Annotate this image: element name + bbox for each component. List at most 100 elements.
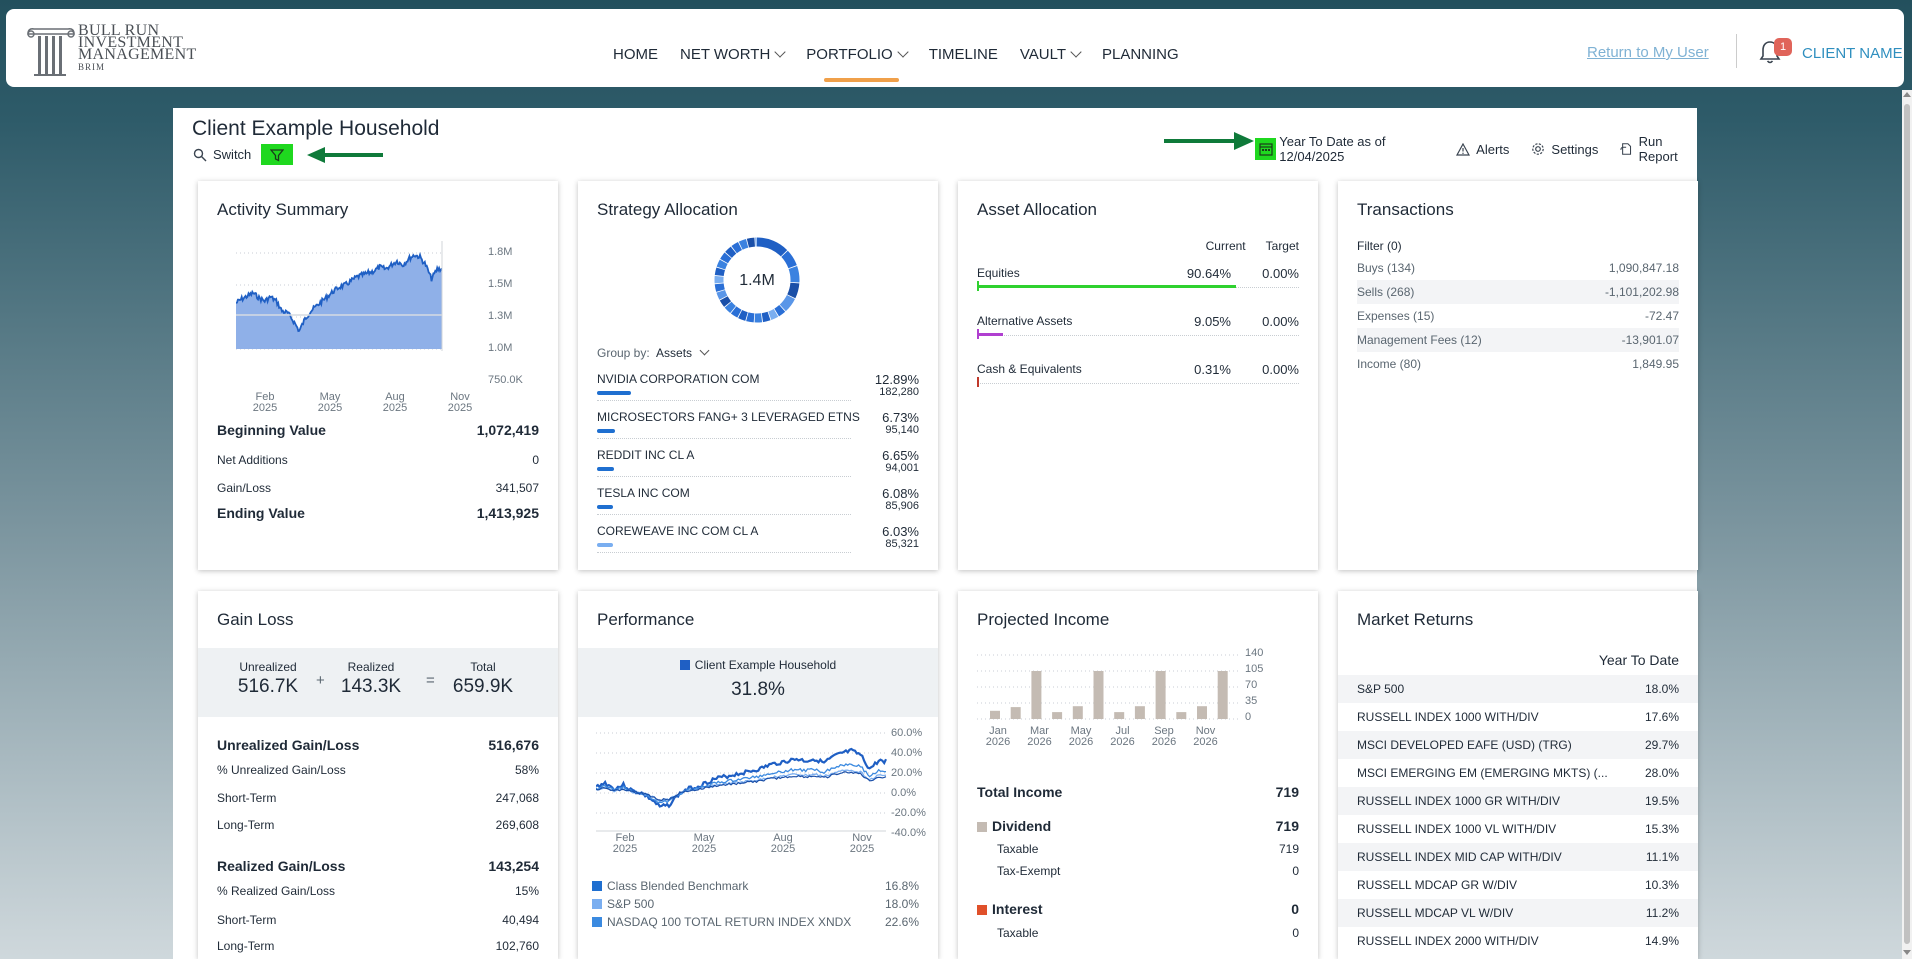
row-value: 0: [1292, 926, 1299, 940]
row-label: Net Additions: [217, 453, 288, 467]
x-tick-year: 2026: [1068, 736, 1094, 748]
strategy-allocation-card: Strategy Allocation 1.4M Group by: Asset…: [578, 181, 938, 570]
income-bar[interactable]: [1010, 707, 1021, 719]
group-by-value: Assets: [656, 346, 693, 360]
nav-net-worth[interactable]: NET WORTH: [680, 46, 786, 63]
donut-slice[interactable]: [714, 237, 800, 323]
scroll-thumb[interactable]: [1904, 104, 1910, 944]
donut-slice[interactable]: [714, 237, 800, 323]
switch-button[interactable]: Switch: [193, 147, 251, 162]
page-scrollbar[interactable]: [1902, 90, 1912, 959]
strategy-dots: [597, 476, 851, 477]
benchmark-series-line: [596, 771, 887, 802]
dividend-taxable-row: Taxable 719: [997, 842, 1299, 856]
income-bar[interactable]: [1155, 671, 1166, 719]
gain-loss-row: Long-Term 102,760: [217, 939, 539, 953]
activity-area-series: [236, 254, 442, 349]
date-range-label[interactable]: Year To Date as of 12/04/2025: [1279, 134, 1386, 164]
x-tick-year: 2025: [252, 402, 278, 414]
filter-button[interactable]: [261, 144, 293, 165]
scroll-down-icon[interactable]: [1903, 950, 1911, 955]
x-tick-month: Jul: [1115, 725, 1130, 737]
group-by-control[interactable]: Group by: Assets: [597, 345, 710, 360]
activity-summary-card: Activity Summary 1.8M 1.5M 1.3M 1.0M 750.0K …: [198, 181, 558, 570]
strategy-row[interactable]: MICROSECTORS FANG+ 3 LEVERAGED ETNS 6.73%…: [597, 410, 919, 448]
asset-row[interactable]: Equities 90.64% 0.00%: [977, 266, 1299, 296]
legend-item[interactable]: S&P 500 18.0%: [592, 897, 919, 911]
strategy-row[interactable]: REDDIT INC CL A 6.65% 94,001: [597, 448, 919, 486]
market-return-row[interactable]: MSCI DEVELOPED EAFE (USD) (TRG) 29.7%: [1338, 731, 1698, 759]
legend-name: Class Blended Benchmark: [607, 879, 749, 893]
run-report-button[interactable]: Run Report: [1620, 134, 1697, 164]
income-bar[interactable]: [990, 710, 1000, 719]
gain-loss-row: % Realized Gain/Loss 15%: [217, 884, 539, 898]
strategy-row[interactable]: COREWEAVE INC COM CL A 6.03% 85,321: [597, 524, 919, 562]
nav-timeline[interactable]: TIMELINE: [929, 46, 998, 63]
transaction-value: -13,901.07: [1621, 333, 1679, 347]
nav-portfolio[interactable]: PORTFOLIO: [806, 46, 909, 82]
client-name-menu[interactable]: CLIENT NAME: [1802, 45, 1903, 62]
y-tick-label: 105: [1245, 663, 1264, 675]
market-return-row[interactable]: RUSSELL INDEX 1000 GR WITH/DIV 19.5%: [1338, 787, 1698, 815]
legend-swatch: [592, 881, 602, 891]
chevron-down-icon: [774, 46, 786, 58]
market-return-row[interactable]: RUSSELL MDCAP GR W/DIV 10.3%: [1338, 871, 1698, 899]
y-tick-label: 70: [1245, 679, 1258, 691]
asset-current: 0.31%: [1194, 362, 1231, 377]
legend-item[interactable]: NASDAQ 100 TOTAL RETURN INDEX XNDX 22.6%: [592, 915, 919, 929]
market-return-row[interactable]: S&P 500 18.0%: [1338, 675, 1698, 703]
card-title: Transactions: [1357, 200, 1454, 219]
income-bar[interactable]: [1031, 671, 1042, 719]
index-name: RUSSELL INDEX 1000 WITH/DIV: [1357, 710, 1539, 724]
income-bar[interactable]: [1134, 706, 1145, 719]
transaction-row[interactable]: Income (80) 1,849.95: [1357, 352, 1679, 376]
dividend-tax-exempt-row: Tax-Exempt 0: [997, 864, 1299, 878]
summary-value: 516.7K: [237, 676, 299, 697]
legend-swatch: [592, 917, 602, 927]
transaction-row[interactable]: Sells (268) -1,101,202.98: [1357, 280, 1679, 304]
market-return-row[interactable]: RUSSELL INDEX MID CAP WITH/DIV 11.1%: [1338, 843, 1698, 871]
transaction-row[interactable]: Buys (134) 1,090,847.18: [1357, 256, 1679, 280]
market-return-row[interactable]: RUSSELL INDEX 2000 WITH/DIV 14.9%: [1338, 927, 1698, 955]
x-tick-month: Feb: [255, 391, 275, 403]
strategy-row[interactable]: NVIDIA CORPORATION COM 12.89% 182,280: [597, 372, 919, 410]
market-return-row[interactable]: RUSSELL INDEX 1000 VL WITH/DIV 15.3%: [1338, 815, 1698, 843]
transaction-value: 1,090,847.18: [1608, 261, 1679, 275]
brim-logo[interactable]: BULL RUN INVESTMENT MANAGEMENT BRIM: [24, 23, 214, 80]
nav-vault[interactable]: VAULT: [1020, 46, 1082, 63]
asset-row[interactable]: Cash & Equivalents 0.31% 0.00%: [977, 362, 1299, 392]
income-bar[interactable]: [1114, 712, 1125, 719]
return-to-my-user-link[interactable]: Return to My User: [1587, 44, 1709, 61]
header-divider: [1736, 34, 1737, 68]
nav-home[interactable]: HOME: [613, 46, 658, 63]
date-range-button[interactable]: [1255, 138, 1277, 160]
income-bar[interactable]: [1052, 712, 1063, 719]
nav-planning[interactable]: PLANNING: [1102, 46, 1179, 63]
asset-row[interactable]: Alternative Assets 9.05% 0.00%: [977, 314, 1299, 344]
transaction-label: Management Fees (12): [1357, 333, 1482, 347]
settings-button[interactable]: Settings: [1531, 142, 1598, 157]
donut-slice[interactable]: [714, 237, 800, 323]
donut-slice[interactable]: [714, 237, 800, 323]
market-return-row[interactable]: RUSSELL INDEX 1000 WITH/DIV 17.6%: [1338, 703, 1698, 731]
income-bar[interactable]: [1197, 706, 1207, 719]
income-bar[interactable]: [1176, 712, 1187, 719]
market-return-row[interactable]: MSCI EMERGING EM (EMERGING MKTS) (... 28.…: [1338, 759, 1698, 787]
strategy-dots: [597, 400, 851, 401]
scroll-up-icon[interactable]: [1903, 92, 1911, 97]
alerts-button[interactable]: Alerts: [1456, 142, 1509, 157]
strategy-name: NVIDIA CORPORATION COM: [597, 372, 760, 386]
transactions-filter[interactable]: Filter (0): [1357, 239, 1402, 253]
transaction-row[interactable]: Management Fees (12) -13,901.07: [1357, 328, 1679, 352]
income-bar[interactable]: [1217, 671, 1228, 719]
income-bar[interactable]: [1072, 706, 1083, 719]
top-header: BULL RUN INVESTMENT MANAGEMENT BRIM HOME…: [6, 9, 1904, 87]
strategy-row[interactable]: TESLA INC COM 6.08% 85,906: [597, 486, 919, 524]
legend-item[interactable]: Class Blended Benchmark 16.8%: [592, 879, 919, 893]
transaction-row[interactable]: Expenses (15) -72.47: [1357, 304, 1679, 328]
market-return-row[interactable]: RUSSELL MDCAP VL W/DIV 11.2%: [1338, 899, 1698, 927]
performance-series-label: Client Example Household: [578, 658, 938, 672]
income-bar[interactable]: [1093, 671, 1104, 719]
strategy-name: TESLA INC COM: [597, 486, 690, 500]
logo-text: BULL RUN INVESTMENT MANAGEMENT BRIM: [78, 23, 197, 73]
